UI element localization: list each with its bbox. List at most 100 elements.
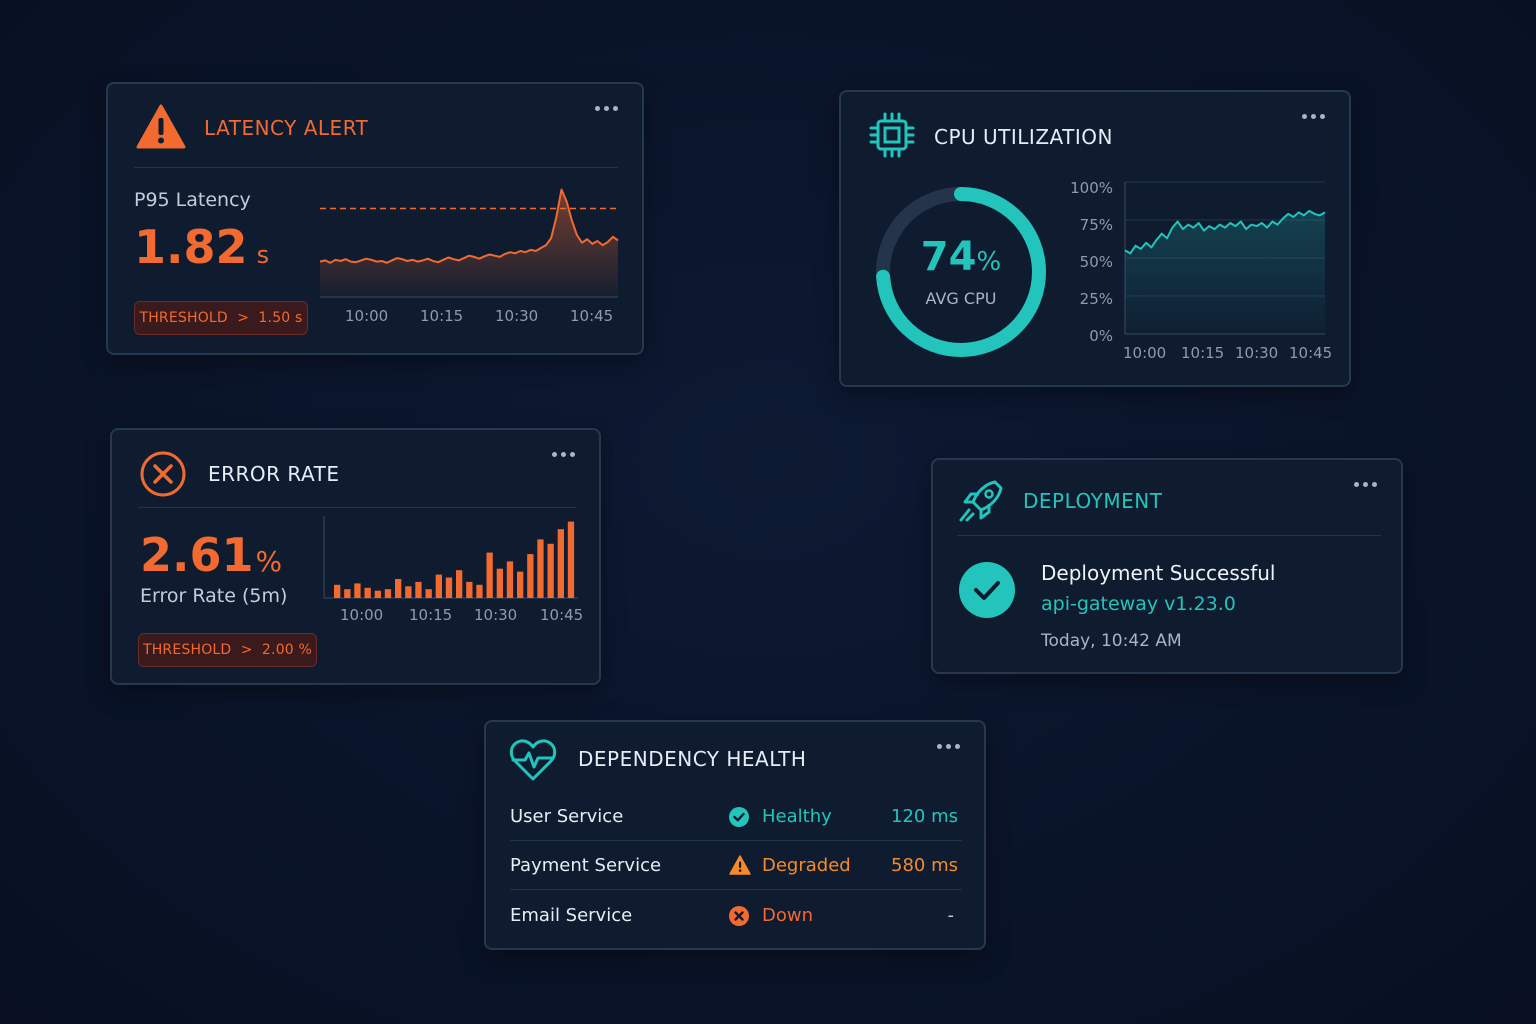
service-name: Payment Service	[510, 855, 662, 876]
error-bar	[435, 574, 442, 598]
more-options-button[interactable]	[1298, 110, 1329, 123]
dependency-health-card: DEPENDENCY HEALTH User Service Healthy 1…	[484, 720, 986, 950]
status-label: Healthy	[762, 806, 832, 827]
error-bar	[395, 579, 402, 598]
x-tick: 10:15	[1181, 344, 1225, 362]
cpu-utilization-card: CPU UTILIZATION 74% AVG CPU 100% 75% 50%…	[839, 90, 1351, 387]
x-tick: 10:30	[1235, 344, 1279, 362]
y-tick: 50%	[1079, 253, 1113, 271]
cpu-chart	[1124, 181, 1326, 335]
divider	[957, 535, 1381, 536]
gauge-unit: %	[976, 247, 1002, 277]
error-bar	[425, 589, 432, 598]
error-bar	[466, 581, 473, 598]
gauge-label: AVG CPU	[925, 289, 997, 308]
error-bar	[415, 581, 422, 598]
check-circle-icon	[729, 807, 749, 827]
table-row[interactable]: User Service Healthy 120 ms	[510, 792, 962, 841]
error-bar	[374, 590, 381, 598]
metric-unit: s	[256, 241, 270, 269]
cpu-chip-icon	[869, 112, 915, 158]
error-bar	[557, 529, 564, 598]
more-options-button[interactable]	[933, 740, 964, 753]
latency-chart	[319, 188, 619, 298]
error-rate-card: ERROR RATE 2.61% Error Rate (5m) THRESHO…	[110, 428, 601, 685]
card-title: CPU UTILIZATION	[934, 125, 1113, 149]
service-name: Email Service	[510, 905, 633, 926]
error-bar	[405, 586, 412, 598]
error-bar	[476, 584, 483, 598]
x-tick: 10:45	[540, 606, 584, 624]
gauge-number: 74	[920, 234, 977, 280]
error-bar	[537, 539, 544, 598]
metric-label: Error Rate (5m)	[140, 585, 288, 607]
card-title: LATENCY ALERT	[204, 116, 369, 140]
error-bar	[567, 521, 575, 598]
card-title: ERROR RATE	[208, 462, 340, 486]
threshold-badge: THRESHOLD > 2.00 %	[138, 633, 317, 667]
deployment-timestamp: Today, 10:42 AM	[1041, 631, 1182, 651]
latency-line	[319, 188, 619, 264]
error-bar	[486, 552, 493, 598]
latency-value: 120 ms	[891, 806, 958, 827]
heart-pulse-icon	[509, 739, 557, 781]
x-tick: 10:15	[420, 307, 464, 325]
error-bar	[334, 584, 341, 598]
x-tick: 10:30	[474, 606, 518, 624]
error-rate-chart	[323, 516, 578, 599]
more-options-button[interactable]	[548, 448, 579, 461]
cpu-area	[1125, 210, 1325, 334]
error-x-circle-icon	[729, 906, 749, 926]
error-bar	[547, 543, 554, 598]
threshold-badge: THRESHOLD > 1.50 s	[134, 301, 308, 335]
x-tick: 10:00	[1123, 344, 1167, 362]
table-row[interactable]: Email Service Down -	[510, 890, 962, 938]
error-bar	[445, 577, 453, 598]
x-tick: 10:15	[409, 606, 453, 624]
latency-value: -	[947, 905, 955, 926]
y-tick: 100%	[1070, 179, 1113, 197]
error-bar	[364, 587, 371, 599]
x-tick: 10:00	[340, 606, 384, 624]
more-options-button[interactable]	[591, 102, 622, 115]
rocket-icon	[959, 480, 1003, 522]
divider	[138, 507, 576, 508]
y-tick: 25%	[1079, 290, 1113, 308]
gauge-value: 74%	[873, 234, 1049, 280]
x-tick: 10:00	[345, 307, 389, 325]
error-bar	[517, 571, 524, 598]
service-name: User Service	[510, 806, 624, 827]
metric-unit: %	[255, 545, 283, 578]
error-bar	[527, 554, 534, 598]
deployment-status: Deployment Successful	[1041, 561, 1276, 585]
x-tick: 10:30	[495, 307, 539, 325]
metric-label: P95 Latency	[134, 189, 251, 211]
error-bar	[496, 568, 503, 598]
divider	[134, 167, 618, 168]
cpu-gauge	[876, 187, 1046, 357]
metric-value: 2.61%	[140, 528, 282, 582]
card-title: DEPLOYMENT	[1023, 489, 1163, 513]
deployment-service-link[interactable]: api-gateway v1.23.0	[1041, 593, 1236, 615]
status-label: Down	[762, 905, 814, 926]
y-tick: 0%	[1089, 327, 1113, 345]
error-bar	[354, 583, 361, 598]
y-tick: 75%	[1079, 216, 1113, 234]
status-label: Degraded	[762, 855, 851, 876]
card-title: DEPENDENCY HEALTH	[578, 747, 807, 771]
warning-triangle-icon	[136, 104, 186, 149]
metric-number: 2.61	[140, 528, 254, 582]
check-circle-icon	[959, 562, 1015, 618]
error-bar	[456, 570, 463, 598]
metric-value: 1.82 s	[134, 220, 269, 274]
latency-area	[320, 189, 618, 297]
deployment-card: DEPLOYMENT Deployment Successful api-gat…	[931, 458, 1403, 674]
more-options-button[interactable]	[1350, 478, 1381, 491]
metric-number: 1.82	[134, 220, 248, 274]
error-bar	[506, 561, 514, 598]
error-bar	[344, 589, 351, 598]
table-row[interactable]: Payment Service Degraded 580 ms	[510, 841, 962, 890]
x-tick: 10:45	[1289, 344, 1333, 362]
latency-alert-card: LATENCY ALERT P95 Latency 1.82 s THRESHO…	[106, 82, 644, 355]
latency-value: 580 ms	[891, 855, 958, 876]
